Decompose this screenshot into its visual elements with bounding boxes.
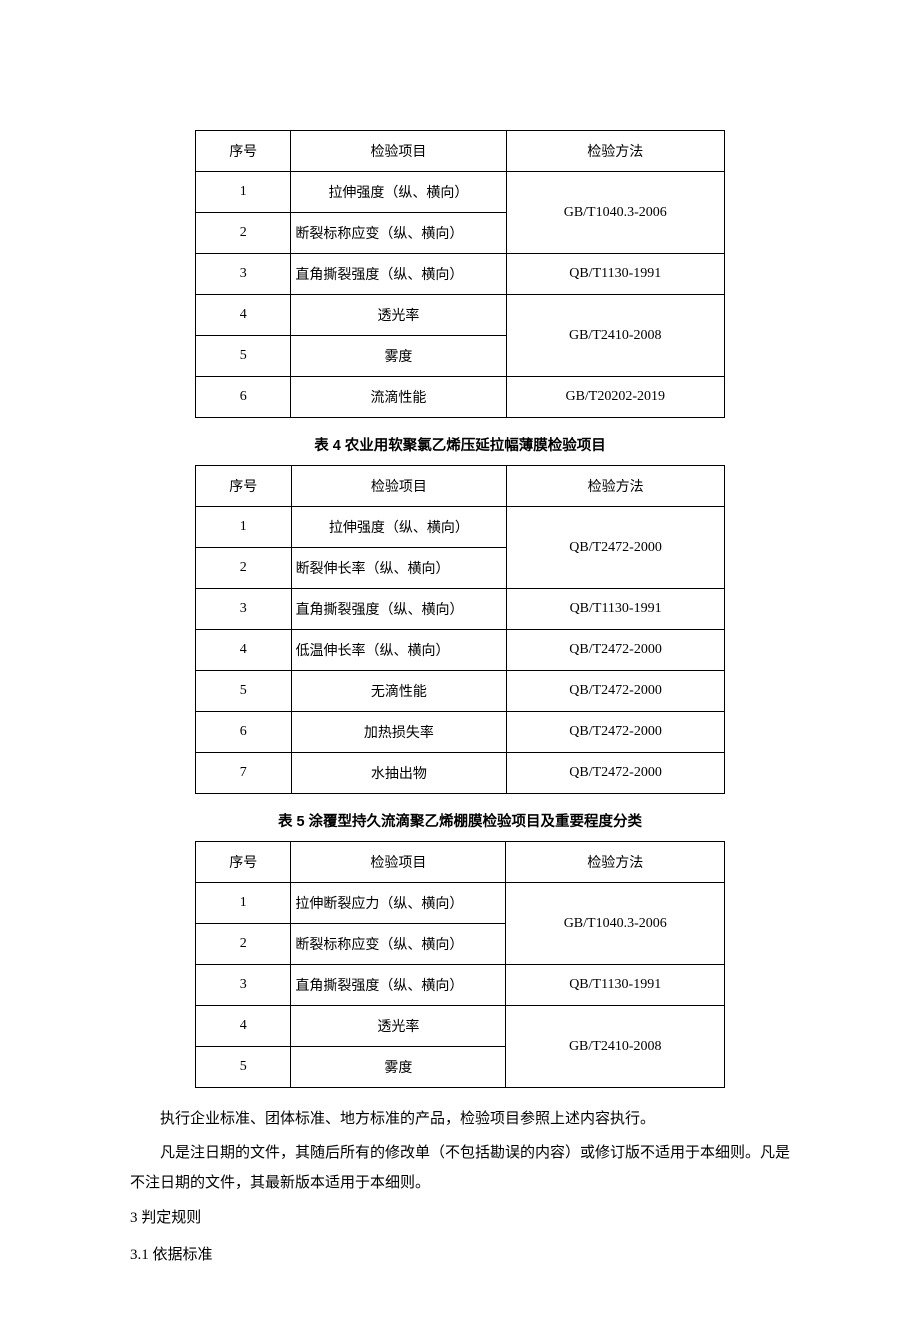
header-item: 检验项目 xyxy=(291,466,507,507)
cell-seq: 3 xyxy=(196,965,291,1006)
cell-seq: 2 xyxy=(196,548,292,589)
cell-item: 直角撕裂强度（纵、横向） xyxy=(291,965,506,1006)
cell-item: 透光率 xyxy=(291,295,506,336)
cell-seq: 7 xyxy=(196,753,292,794)
cell-seq: 5 xyxy=(196,1047,291,1088)
cell-method: QB/T2472-2000 xyxy=(507,753,725,794)
cell-method: QB/T2472-2000 xyxy=(507,712,725,753)
cell-item: 水抽出物 xyxy=(291,753,507,794)
cell-item: 雾度 xyxy=(291,336,506,377)
cell-method: QB/T2472-2000 xyxy=(507,507,725,589)
table-row: 4 透光率 GB/T2410-2008 xyxy=(196,295,725,336)
cell-item: 拉伸强度（纵、横向） xyxy=(291,172,506,213)
cell-seq: 6 xyxy=(196,377,291,418)
table-row: 3 直角撕裂强度（纵、横向） QB/T1130-1991 xyxy=(196,965,725,1006)
header-method: 检验方法 xyxy=(506,842,725,883)
header-seq: 序号 xyxy=(196,842,291,883)
cell-method: QB/T2472-2000 xyxy=(507,671,725,712)
cell-item: 直角撕裂强度（纵、横向） xyxy=(291,589,507,630)
cell-method: QB/T1130-1991 xyxy=(506,254,724,295)
cell-item: 直角撕裂强度（纵、横向） xyxy=(291,254,506,295)
cell-seq: 2 xyxy=(196,924,291,965)
header-method: 检验方法 xyxy=(506,131,724,172)
table-5-caption: 表 5 涂覆型持久流滴聚乙烯棚膜检验项目及重要程度分类 xyxy=(130,810,790,831)
table-3: 序号 检验项目 检验方法 1 拉伸强度（纵、横向） GB/T1040.3-200… xyxy=(195,130,725,418)
cell-seq: 1 xyxy=(196,172,291,213)
cell-method: GB/T2410-2008 xyxy=(506,295,724,377)
header-seq: 序号 xyxy=(196,131,291,172)
table-row: 序号 检验项目 检验方法 xyxy=(196,842,725,883)
table-row: 3 直角撕裂强度（纵、横向） QB/T1130-1991 xyxy=(196,254,725,295)
header-item: 检验项目 xyxy=(291,131,506,172)
table-row: 1 拉伸强度（纵、横向） GB/T1040.3-2006 xyxy=(196,172,725,213)
cell-item: 拉伸断裂应力（纵、横向） xyxy=(291,883,506,924)
cell-method: GB/T2410-2008 xyxy=(506,1006,725,1088)
cell-item: 拉伸强度（纵、横向） xyxy=(291,507,507,548)
cell-item: 加热损失率 xyxy=(291,712,507,753)
table-row: 序号 检验项目 检验方法 xyxy=(196,466,725,507)
table-row: 6 流滴性能 GB/T20202-2019 xyxy=(196,377,725,418)
header-method: 检验方法 xyxy=(507,466,725,507)
cell-seq: 2 xyxy=(196,213,291,254)
table-row: 6 加热损失率 QB/T2472-2000 xyxy=(196,712,725,753)
cell-seq: 4 xyxy=(196,295,291,336)
cell-item: 雾度 xyxy=(291,1047,506,1088)
table-row: 4 透光率 GB/T2410-2008 xyxy=(196,1006,725,1047)
header-item: 检验项目 xyxy=(291,842,506,883)
cell-method: QB/T1130-1991 xyxy=(506,965,725,1006)
cell-item: 断裂标称应变（纵、横向） xyxy=(291,924,506,965)
cell-item: 透光率 xyxy=(291,1006,506,1047)
table-5: 序号 检验项目 检验方法 1 拉伸断裂应力（纵、横向） GB/T1040.3-2… xyxy=(195,841,725,1088)
table-4: 序号 检验项目 检验方法 1 拉伸强度（纵、横向） QB/T2472-2000 … xyxy=(195,465,725,794)
cell-seq: 1 xyxy=(196,507,292,548)
cell-seq: 6 xyxy=(196,712,292,753)
cell-seq: 3 xyxy=(196,254,291,295)
cell-seq: 5 xyxy=(196,671,292,712)
cell-method: QB/T1130-1991 xyxy=(507,589,725,630)
cell-item: 断裂标称应变（纵、横向） xyxy=(291,213,506,254)
cell-item: 低温伸长率（纵、横向） xyxy=(291,630,507,671)
table-row: 序号 检验项目 检验方法 xyxy=(196,131,725,172)
table-row: 3 直角撕裂强度（纵、横向） QB/T1130-1991 xyxy=(196,589,725,630)
heading-3: 3 判定规则 xyxy=(130,1202,790,1235)
cell-item: 流滴性能 xyxy=(291,377,506,418)
table-row: 1 拉伸断裂应力（纵、横向） GB/T1040.3-2006 xyxy=(196,883,725,924)
cell-method: GB/T1040.3-2006 xyxy=(506,883,725,965)
table-row: 4 低温伸长率（纵、横向） QB/T2472-2000 xyxy=(196,630,725,671)
cell-item: 无滴性能 xyxy=(291,671,507,712)
header-seq: 序号 xyxy=(196,466,292,507)
cell-seq: 4 xyxy=(196,1006,291,1047)
paragraph-1: 执行企业标准、团体标准、地方标准的产品，检验项目参照上述内容执行。 xyxy=(130,1104,790,1134)
document-page: 序号 检验项目 检验方法 1 拉伸强度（纵、横向） GB/T1040.3-200… xyxy=(0,0,920,1336)
cell-seq: 4 xyxy=(196,630,292,671)
table-row: 7 水抽出物 QB/T2472-2000 xyxy=(196,753,725,794)
cell-seq: 5 xyxy=(196,336,291,377)
table-4-caption: 表 4 农业用软聚氯乙烯压延拉幅薄膜检验项目 xyxy=(130,434,790,455)
table-row: 1 拉伸强度（纵、横向） QB/T2472-2000 xyxy=(196,507,725,548)
heading-3-1: 3.1 依据标准 xyxy=(130,1239,790,1272)
table-row: 5 无滴性能 QB/T2472-2000 xyxy=(196,671,725,712)
paragraph-2: 凡是注日期的文件，其随后所有的修改单（不包括勘误的内容）或修订版不适用于本细则。… xyxy=(130,1138,790,1198)
cell-method: GB/T20202-2019 xyxy=(506,377,724,418)
cell-method: QB/T2472-2000 xyxy=(507,630,725,671)
cell-item: 断裂伸长率（纵、横向） xyxy=(291,548,507,589)
cell-seq: 3 xyxy=(196,589,292,630)
cell-seq: 1 xyxy=(196,883,291,924)
cell-method: GB/T1040.3-2006 xyxy=(506,172,724,254)
